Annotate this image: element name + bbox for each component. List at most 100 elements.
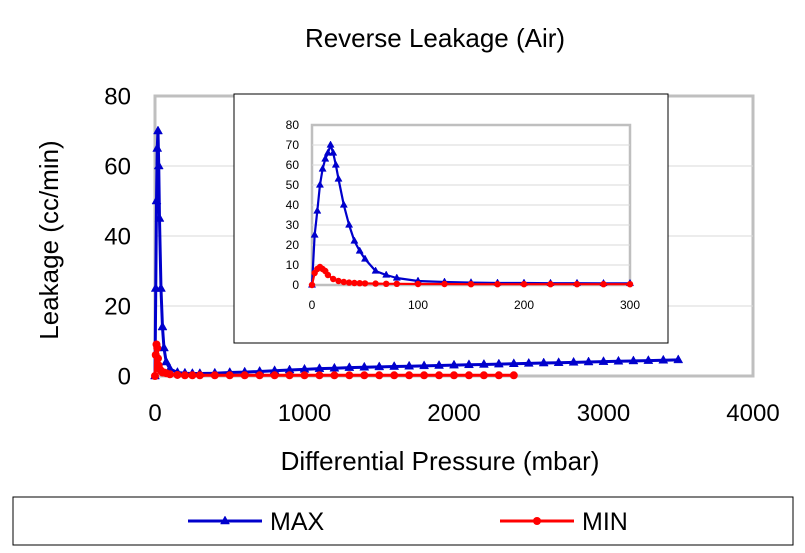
inset-point-max [315,180,324,188]
main-x-tick-labels: 0 1000 2000 3000 4000 [148,400,779,427]
inset-y-tick-label: 30 [286,218,300,232]
main-point-min [405,371,414,380]
inset-point-min [361,280,369,287]
legend-label: MAX [270,508,325,536]
inset-point-min [626,281,634,288]
inset-x-tick-label: 300 [620,298,640,312]
main-x-tick-label: 2000 [427,400,480,427]
inset-point-min [335,277,342,285]
main-point-min [195,371,204,380]
main-point-max [154,212,165,222]
legend: MAX MIN [12,496,794,546]
main-x-tick-label: 1000 [278,400,331,427]
inset-point-min [372,280,379,287]
main-point-max [568,356,579,366]
main-point-min [375,371,384,380]
inset-series-layer [307,140,635,289]
main-point-max [156,282,166,292]
main-point-max [151,195,162,205]
main-y-tick-label: 20 [104,293,131,320]
inset-gridlines [312,144,630,266]
legend-item-min: MIN [500,508,628,536]
inset-y-tick-label: 70 [286,138,300,152]
inset-point-min [356,280,363,287]
main-point-min [315,371,324,380]
legend-item-max: MAX [188,508,325,536]
main-x-tick-label: 0 [148,400,161,427]
main-point-max [374,361,385,371]
main-point-min [285,371,294,380]
main-point-max [359,361,370,371]
inset-point-max [360,254,370,262]
inset-point-min [383,280,390,287]
main-point-max [152,142,163,152]
main-point-min [173,370,182,379]
inset-point-max [334,174,343,182]
inset-point-max [329,148,338,156]
main-point-max [673,354,684,364]
inset-point-max [345,220,354,228]
inset-x-tick-label: 200 [514,298,534,312]
main-point-min [270,371,279,380]
main-point-max [493,358,504,368]
main-point-max [628,355,639,365]
inset-y-tick-label: 40 [286,198,300,212]
inset-point-max [392,273,401,281]
main-point-max [419,360,430,370]
main-point-max [153,125,163,135]
main-point-min [464,371,473,380]
main-point-max [434,359,444,369]
inset-y-tick-label: 10 [286,258,300,272]
main-point-min [255,371,264,380]
inset-point-max [323,148,332,156]
x-axis-label: Differential Pressure (mbar) [281,446,600,476]
inset-point-min [494,281,501,288]
inset-x-tick-label: 100 [408,298,428,312]
inset-point-max [310,230,319,238]
main-point-min [153,354,162,363]
main-point-min [225,371,234,380]
inset-y-tick-label: 80 [286,118,300,132]
chart-title: Reverse Leakage (Air) [305,23,565,53]
inset-point-max [339,200,348,208]
inset-point-min [547,281,554,288]
inset-point-max [321,154,330,162]
main-point-max [464,359,474,369]
main-point-min [180,371,189,380]
main-point-min [153,344,162,352]
inset-frame [233,93,669,344]
inset-series-line-max [310,143,630,286]
main-y-tick-labels: 0 20 40 60 80 [104,83,131,390]
legend-marker-circle [533,517,541,525]
inset-point-max [355,246,364,254]
inset-chart: 0 10 20 30 40 50 60 70 80 0 100 200 300 [233,93,669,344]
inset-x-tick-label: 0 [309,298,316,312]
main-point-max [523,357,534,367]
main-point-max [478,358,489,368]
main-point-min [509,371,518,380]
main-y-tick-label: 0 [118,363,131,390]
inset-y-tick-label: 0 [292,278,299,292]
inset-point-min [345,279,353,286]
legend-marker-triangle [220,515,230,525]
main-point-min [240,371,249,380]
main-point-max [613,355,624,365]
main-point-max [153,160,164,170]
inset-point-min [330,275,337,283]
main-point-min [300,371,309,380]
main-point-min [479,371,488,380]
main-point-min [420,371,429,380]
main-y-tick-label: 60 [104,153,131,180]
inset-point-min [414,280,422,288]
inset-point-min [308,281,316,289]
inset-y-tick-label: 50 [286,178,300,192]
inset-point-min [467,281,475,288]
main-point-min [151,372,159,380]
main-point-min [345,371,354,380]
main-point-max [508,358,519,367]
inset-point-max [371,266,380,274]
inset-point-max [318,164,327,172]
main-point-max [161,356,172,366]
inset-point-min [351,279,358,287]
